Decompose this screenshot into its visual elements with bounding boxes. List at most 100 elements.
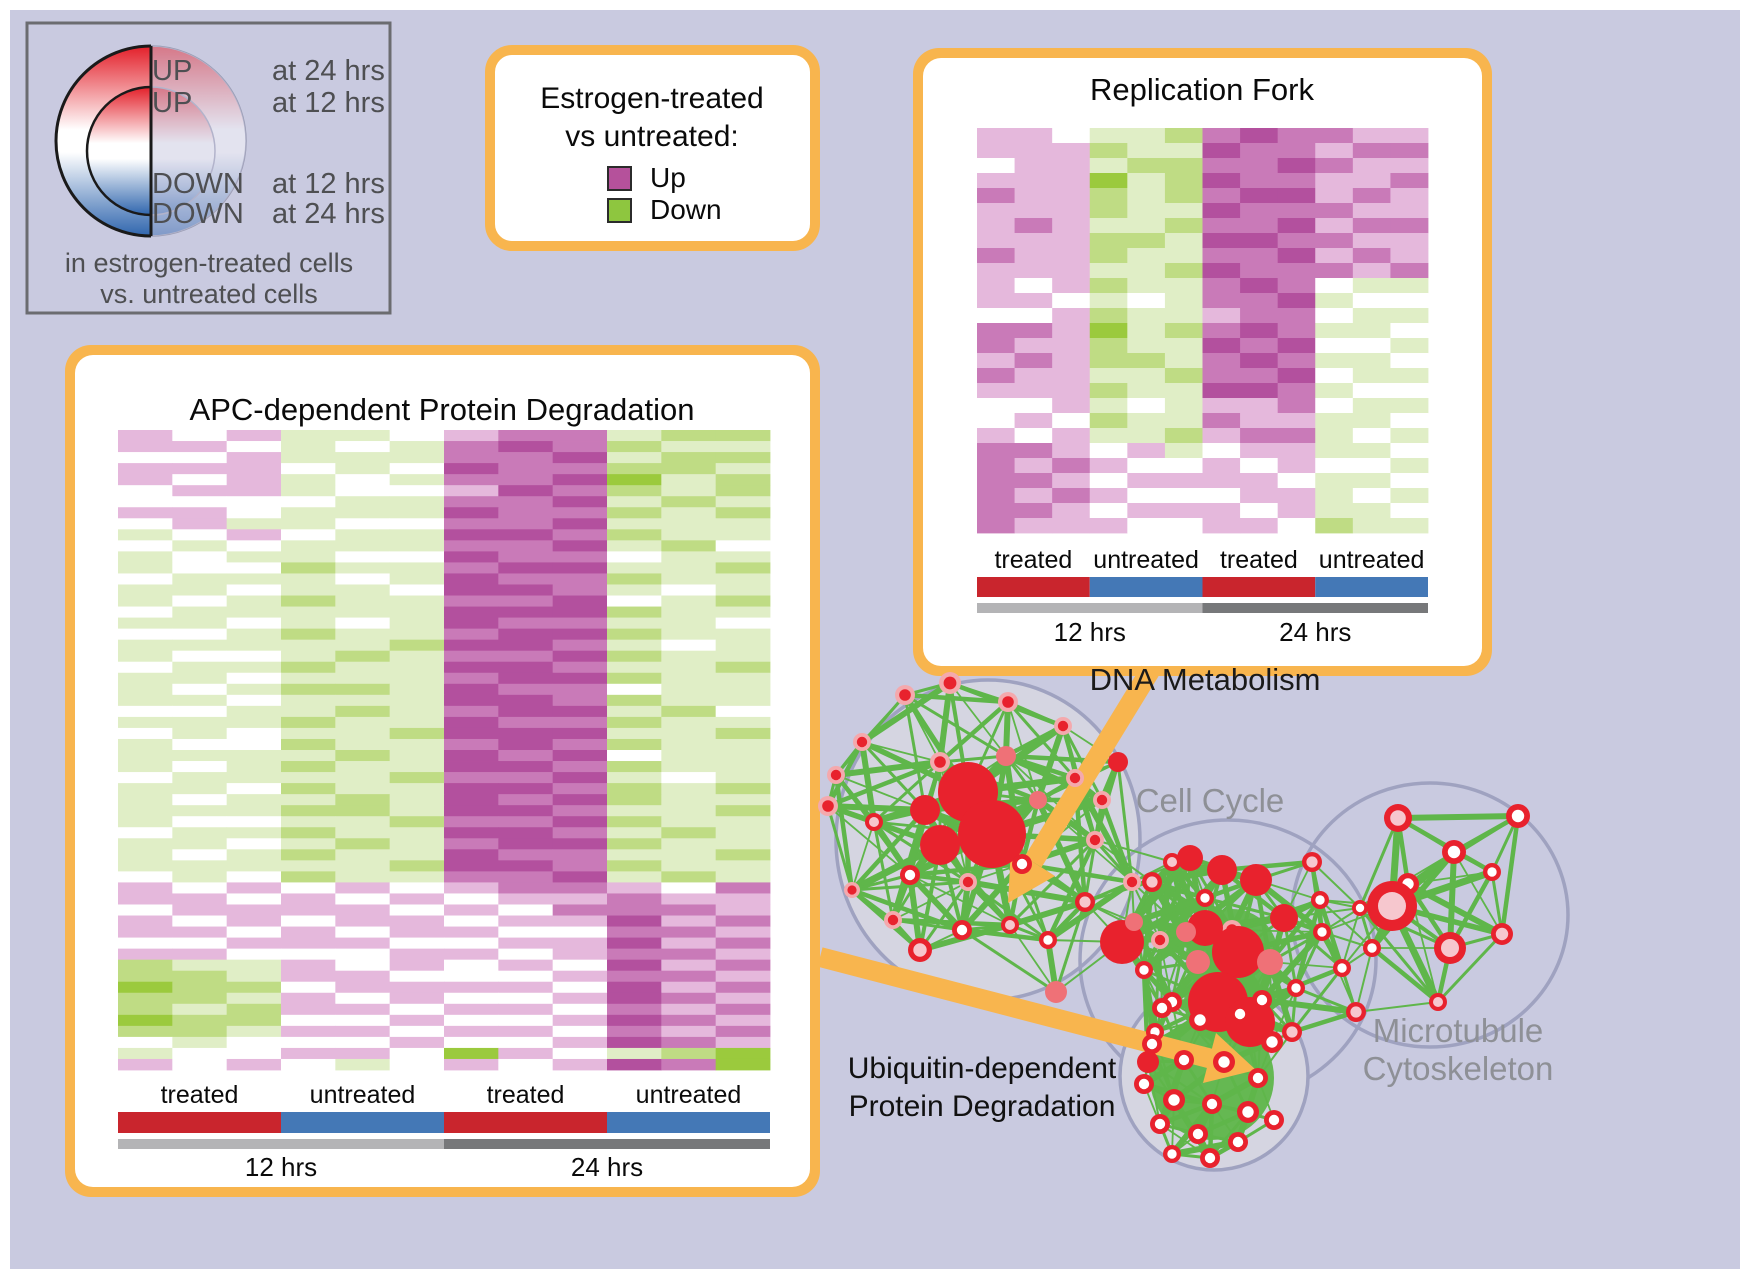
heatmap-cell xyxy=(118,805,173,817)
heatmap-cell xyxy=(1390,158,1429,174)
heatmap-cell xyxy=(607,573,662,585)
heatmap-cell xyxy=(715,849,771,861)
heatmap-cell xyxy=(977,428,1015,444)
network-node xyxy=(1315,895,1325,905)
heatmap-cell xyxy=(1390,383,1429,399)
heatmap-cell xyxy=(552,871,608,883)
network-node xyxy=(1177,845,1203,871)
heatmap-cell xyxy=(715,441,771,453)
heatmap-cell xyxy=(552,981,608,994)
heatmap-cell xyxy=(118,1025,173,1038)
cluster-label: Cytoskeleton xyxy=(1363,1050,1554,1087)
heatmap-cell xyxy=(715,816,771,828)
heatmap-cell xyxy=(1089,398,1128,414)
heatmap-cell xyxy=(389,628,445,641)
heatmap-cell xyxy=(444,727,499,740)
heatmap-cell xyxy=(1315,368,1354,384)
heatmap-cell xyxy=(498,694,554,707)
heatmap-cell xyxy=(389,772,445,784)
network-edge xyxy=(833,774,855,891)
network-node xyxy=(910,795,940,825)
heatmap-cell xyxy=(661,661,717,674)
heatmap-cell xyxy=(335,562,391,574)
heatmap-cell xyxy=(1089,128,1128,144)
heatmap-cell xyxy=(498,496,554,508)
ring-time-12-inner: at 12 hrs xyxy=(272,87,385,119)
heatmap-cell xyxy=(118,1003,173,1016)
heatmap-cell xyxy=(118,562,173,574)
heatmap-cell xyxy=(335,882,391,894)
heatmap-cell xyxy=(1202,263,1241,279)
heatmap-cell xyxy=(1127,518,1166,534)
heatmap-cell xyxy=(1089,293,1128,309)
heatmap-cell xyxy=(715,783,771,795)
heatmap-cell xyxy=(552,584,608,596)
heatmap-cell xyxy=(552,507,608,519)
network-node xyxy=(1176,922,1196,942)
heatmap-cell xyxy=(607,639,662,652)
heatmap-cell xyxy=(552,474,608,486)
heatmap-cell xyxy=(1315,353,1354,369)
heatmap-cell xyxy=(172,716,228,729)
heatmap-cell xyxy=(607,970,662,983)
heatmap-cell xyxy=(661,485,717,497)
heatmap-cell xyxy=(1277,323,1316,339)
heatmap-cell xyxy=(172,1047,228,1060)
heatmap-cell xyxy=(977,188,1015,204)
heatmap-cell xyxy=(977,203,1015,219)
heatmap-cell xyxy=(444,628,499,641)
apc-panel-title: APC-dependent Protein Degradation xyxy=(190,392,695,427)
heatmap-cell xyxy=(1127,458,1166,474)
heatmap-cell xyxy=(226,904,282,916)
heatmap-cell xyxy=(389,507,445,519)
heatmap-cell xyxy=(552,639,608,652)
heatmap-cell xyxy=(498,441,554,453)
network-node xyxy=(1256,994,1268,1006)
heatmap-cell xyxy=(281,970,336,983)
heatmap-cell xyxy=(172,485,228,497)
heatmap-cell xyxy=(444,650,499,663)
network-edge xyxy=(892,917,1011,928)
network-node xyxy=(1192,1128,1204,1140)
network-edge xyxy=(1159,1123,1211,1159)
heatmap-cell xyxy=(498,948,554,961)
heatmap-cell xyxy=(661,562,717,574)
heatmap-cell xyxy=(1014,308,1053,324)
heatmap-cell xyxy=(1052,203,1091,219)
heatmap-cell xyxy=(1315,203,1354,219)
heatmap-cell xyxy=(118,750,173,762)
network-node xyxy=(1378,892,1406,920)
rf-panel-title: Replication Fork xyxy=(1090,72,1314,107)
heatmap-cell xyxy=(226,772,282,784)
heatmap-cell xyxy=(661,1047,717,1060)
heatmap-cell xyxy=(715,573,771,585)
treatment-group-label: treated xyxy=(161,1081,239,1109)
heatmap-cell xyxy=(118,783,173,795)
network-edge xyxy=(937,682,953,763)
heatmap-cell xyxy=(226,1025,282,1038)
heatmap-cell xyxy=(1089,218,1128,234)
heatmap-cell xyxy=(661,1003,717,1016)
heatmap-cell xyxy=(335,1036,391,1049)
heatmap-cell xyxy=(1014,503,1053,519)
heatmap-cell xyxy=(281,683,336,696)
heatmap-cell xyxy=(1014,368,1053,384)
heatmap-cell xyxy=(444,937,499,950)
network-edge xyxy=(1341,907,1361,969)
network-node xyxy=(956,924,968,936)
heatmap-cell xyxy=(498,937,554,950)
heatmap-cell xyxy=(1315,248,1354,264)
heatmap-cell xyxy=(335,926,391,938)
heatmap-cell xyxy=(172,595,228,607)
heatmap-cell xyxy=(498,860,554,872)
heatmap-cell xyxy=(226,805,282,817)
network-edge xyxy=(1355,947,1373,1013)
heatmap-cell xyxy=(226,1036,282,1049)
heatmap-cell xyxy=(552,485,608,497)
heatmap-cell xyxy=(498,617,554,630)
network-node xyxy=(1317,927,1327,937)
heatmap-cell xyxy=(715,992,771,1005)
heatmap-cell xyxy=(389,1047,445,1060)
network-edge xyxy=(1358,817,1400,909)
heatmap-cell xyxy=(335,750,391,762)
